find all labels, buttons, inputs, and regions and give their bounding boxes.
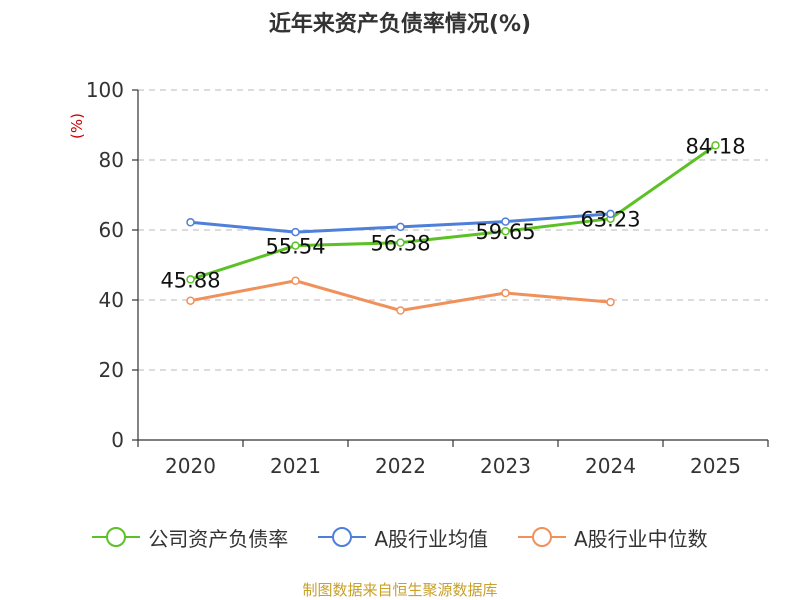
series-line [190, 144, 717, 281]
data-label: 63.23 [580, 208, 640, 232]
data-point [501, 288, 510, 298]
x-tick-label: 2023 [480, 454, 531, 478]
y-tick-label: 40 [99, 288, 124, 312]
data-source-note: 制图数据来自恒生聚源数据库 [302, 581, 498, 599]
data-point [396, 222, 405, 232]
legend-label: A股行业中位数 [574, 526, 708, 551]
data-point [711, 141, 720, 150]
y-tick-label: 100 [86, 78, 124, 102]
legend-line-marker-icon [92, 527, 141, 547]
data-label: 45.88 [160, 268, 220, 292]
y-axis-label: (%) [68, 113, 86, 139]
data-point [186, 275, 195, 284]
data-point [291, 276, 300, 285]
data-label: 84.18 [685, 134, 745, 158]
y-tick-label: 60 [99, 218, 124, 242]
data-point [606, 297, 615, 307]
legend-item-company[interactable]: 公司资产负债率 [92, 523, 288, 552]
x-tick-label: 2021 [270, 454, 321, 478]
data-point [501, 226, 510, 236]
data-label: 59.65 [475, 220, 535, 244]
x-tick-label: 2025 [690, 454, 741, 478]
data-point [186, 296, 195, 305]
chart-title: 近年来资产负债率情况(%) [268, 12, 532, 37]
legend-label: 公司资产负债率 [148, 526, 289, 551]
y-tick-label: 0 [111, 428, 124, 452]
legend-item-industry-median[interactable]: A股行业中位数 [518, 523, 708, 552]
x-tick-label: 2022 [375, 454, 426, 478]
series-line [190, 279, 611, 312]
legend-item-industry-mean[interactable]: A股行业均值 [318, 523, 488, 552]
data-label: 56.38 [370, 232, 430, 256]
y-tick-label: 20 [99, 358, 124, 382]
x-tick-label: 2024 [585, 454, 636, 478]
legend-line-marker-icon [318, 527, 367, 547]
data-point [291, 227, 300, 237]
chart-legend: 公司资产负债率 A股行业均值 A股行业中位数 [0, 520, 800, 554]
data-point [606, 209, 615, 219]
data-point [186, 218, 195, 227]
data-point [501, 217, 510, 226]
data-point [396, 306, 405, 315]
x-tick-label: 2020 [165, 454, 216, 478]
data-point [291, 241, 300, 250]
data-point [396, 238, 405, 247]
legend-line-marker-icon [518, 527, 566, 547]
y-tick-label: 80 [99, 148, 124, 172]
legend-label: A股行业均值 [374, 526, 488, 551]
data-label: 55.54 [265, 235, 325, 259]
